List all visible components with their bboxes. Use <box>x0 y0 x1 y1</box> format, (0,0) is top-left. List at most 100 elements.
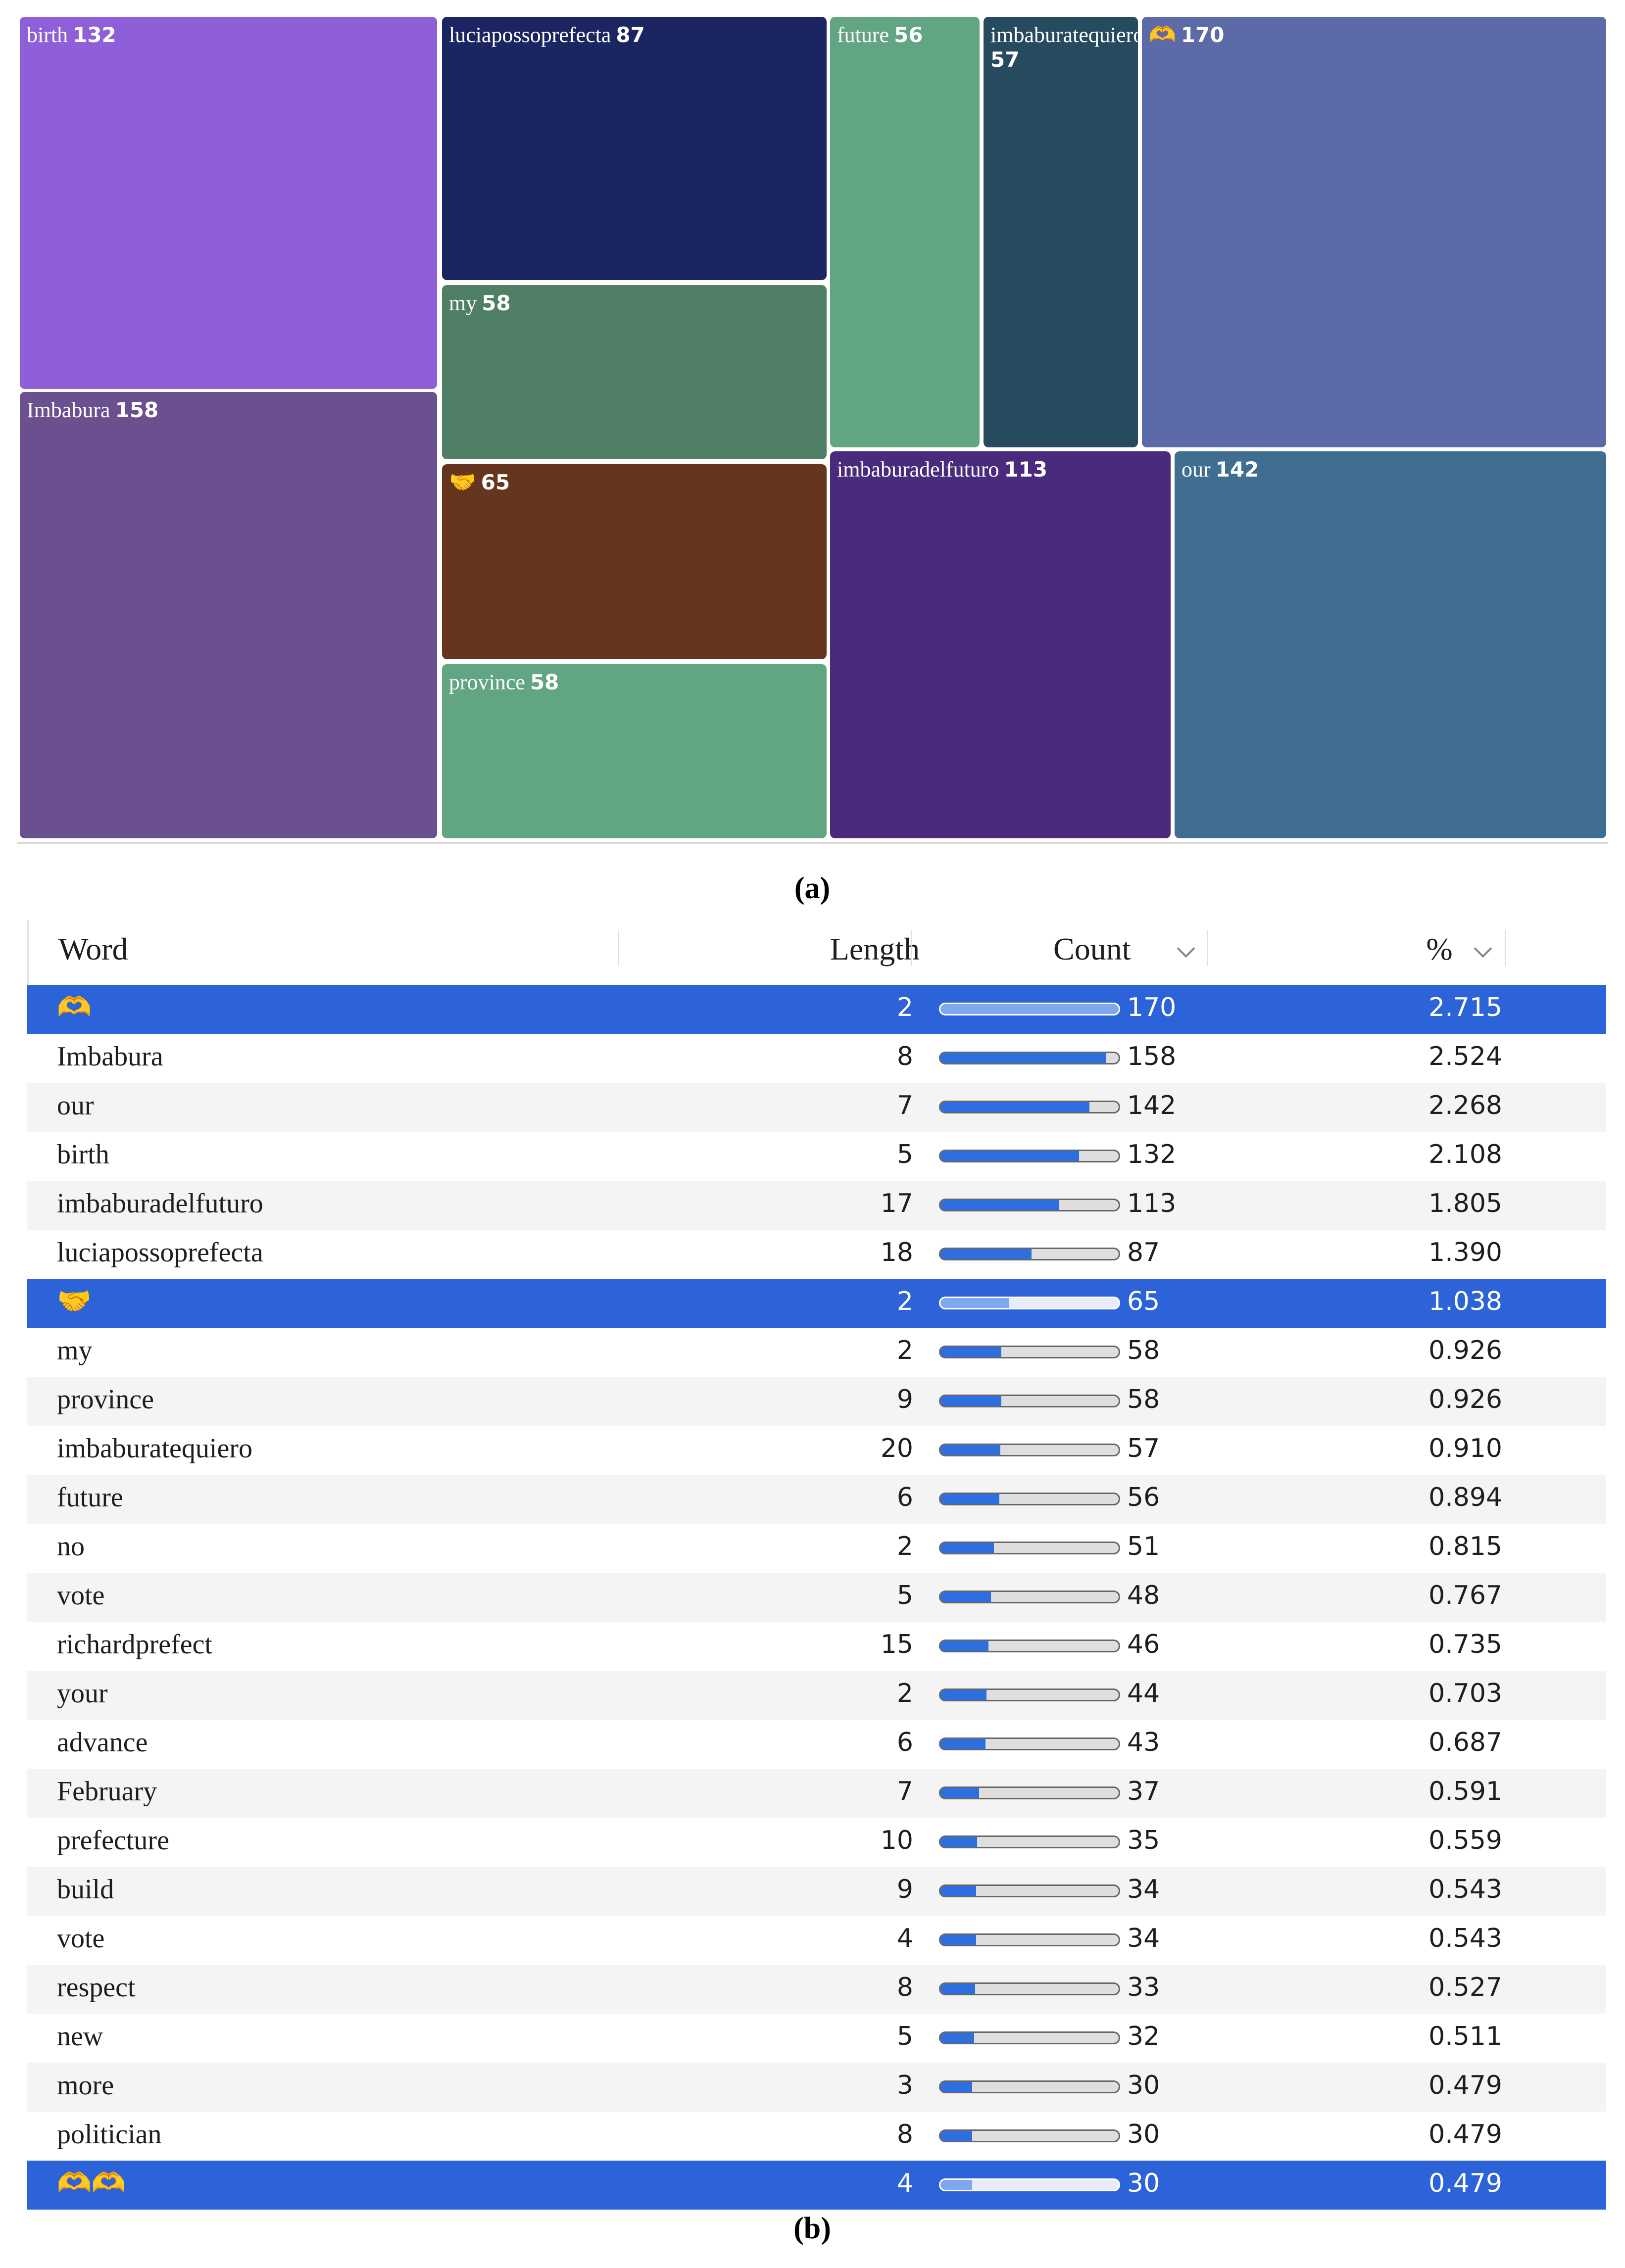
percent-cell: 0.735 <box>1428 1630 1502 1659</box>
count-cell: 170 <box>1127 993 1177 1022</box>
length-cell: 17 <box>880 1189 913 1218</box>
count-bar <box>939 1003 1120 1015</box>
length-cell: 18 <box>880 1238 913 1267</box>
column-header-count[interactable]: Count <box>1053 931 1131 966</box>
count-cell: 34 <box>1127 1875 1160 1904</box>
table-row[interactable]: no 2 51 0.815 <box>27 1524 1606 1573</box>
count-cell: 43 <box>1127 1728 1160 1757</box>
count-bar-fill <box>940 1053 1106 1063</box>
count-cell: 30 <box>1127 2169 1160 2198</box>
length-cell: 5 <box>896 2022 913 2051</box>
percent-cell: 0.543 <box>1428 1924 1502 1953</box>
column-separator[interactable] <box>1207 930 1208 966</box>
word-cell: politician <box>57 2119 162 2150</box>
count-bar <box>939 1493 1120 1505</box>
table-row[interactable]: imbaburatequiero 20 57 0.910 <box>27 1426 1606 1475</box>
word-cell: respect <box>57 1972 136 2003</box>
length-cell: 5 <box>896 1581 913 1610</box>
table-row[interactable]: birth 5 132 2.108 <box>27 1132 1606 1181</box>
percent-cell: 2.268 <box>1428 1091 1502 1120</box>
percent-cell: 0.910 <box>1428 1434 1502 1463</box>
chevron-down-icon[interactable] <box>1474 939 1492 958</box>
table-row[interactable]: future 6 56 0.894 <box>27 1475 1606 1524</box>
treemap-tile[interactable]: future 56 <box>830 17 980 447</box>
table-row[interactable]: 🤝 2 65 1.038 <box>27 1279 1606 1328</box>
treemap-tile[interactable]: 🤝 65 <box>442 464 827 659</box>
treemap-tile-value: 158 <box>115 398 159 422</box>
treemap-tile-value: 113 <box>1004 457 1048 482</box>
treemap-tile[interactable]: imbaburadelfuturo 113 <box>830 451 1171 838</box>
table-row[interactable]: prefecture 10 35 0.559 <box>27 1818 1606 1867</box>
treemap-tile[interactable]: my 58 <box>442 285 827 459</box>
table-row[interactable]: imbaburadelfuturo 17 113 1.805 <box>27 1181 1606 1230</box>
word-treemap: birth 132 Imbabura 158 luciapossoprefecta 87 m… <box>0 0 1625 851</box>
column-separator[interactable] <box>1505 930 1506 966</box>
count-bar <box>939 1542 1120 1554</box>
count-cell: 30 <box>1127 2120 1160 2149</box>
count-bar-fill <box>940 1347 1001 1357</box>
column-header-word[interactable]: Word <box>58 931 128 966</box>
table-row[interactable]: 🫶 2 170 2.715 <box>27 985 1606 1034</box>
percent-cell: 2.524 <box>1428 1042 1502 1071</box>
table-row[interactable]: your 2 44 0.703 <box>27 1671 1606 1720</box>
table-header: Word Length Count % <box>27 920 1606 985</box>
treemap-tile[interactable]: imbaburatequiero 57 <box>984 17 1138 447</box>
count-bar <box>939 1248 1120 1260</box>
table-row[interactable]: respect 8 33 0.527 <box>27 1965 1606 2014</box>
percent-cell: 2.108 <box>1428 1140 1502 1169</box>
count-bar <box>939 1884 1120 1897</box>
sort-chevron-down-icon[interactable] <box>1177 939 1195 958</box>
count-bar-fill <box>940 1837 978 1847</box>
column-separator[interactable] <box>618 930 619 966</box>
treemap-tile-label: 🤝 <box>449 470 476 494</box>
column-separator[interactable] <box>911 930 912 966</box>
count-cell: 46 <box>1127 1630 1160 1659</box>
count-cell: 56 <box>1127 1483 1160 1512</box>
length-cell: 10 <box>880 1826 913 1855</box>
treemap-tile[interactable]: 🫶 170 <box>1142 17 1606 447</box>
count-bar-fill <box>940 2033 974 2043</box>
treemap-tile[interactable]: Imbabura 158 <box>20 392 437 838</box>
column-header-percent[interactable]: % <box>1426 931 1453 966</box>
table-row[interactable]: more 3 30 0.479 <box>27 2063 1606 2112</box>
table-row[interactable]: build 9 34 0.543 <box>27 1867 1606 1916</box>
length-cell: 4 <box>896 2169 913 2198</box>
percent-cell: 0.527 <box>1428 1973 1502 2002</box>
treemap-tile[interactable]: birth 132 <box>20 17 437 389</box>
word-cell: future <box>57 1482 123 1513</box>
count-bar-fill <box>940 1396 1001 1406</box>
table-row[interactable]: province 9 58 0.926 <box>27 1377 1606 1426</box>
table-row[interactable]: advance 6 43 0.687 <box>27 1720 1606 1769</box>
treemap-tile[interactable]: luciapossoprefecta 87 <box>442 17 827 280</box>
table-row[interactable]: February 7 37 0.591 <box>27 1769 1606 1818</box>
count-bar <box>939 1150 1120 1162</box>
treemap-tile[interactable]: our 142 <box>1175 451 1606 838</box>
treemap-tile-label: luciapossoprefecta <box>449 23 611 47</box>
table-row[interactable]: luciapossoprefecta 18 87 1.390 <box>27 1230 1606 1279</box>
table-row[interactable]: new 5 32 0.511 <box>27 2014 1606 2063</box>
treemap-tile-value: 170 <box>1181 23 1225 47</box>
treemap-tile[interactable]: province 58 <box>442 664 827 838</box>
treemap-tile-label: our <box>1182 457 1211 482</box>
treemap-tile-value: 58 <box>530 670 559 694</box>
word-cell: imbaburatequiero <box>57 1433 252 1464</box>
table-row[interactable]: my 2 58 0.926 <box>27 1328 1606 1377</box>
table-row[interactable]: vote 5 48 0.767 <box>27 1573 1606 1622</box>
table-row[interactable]: our 7 142 2.268 <box>27 1083 1606 1132</box>
length-cell: 8 <box>896 1973 913 2002</box>
column-header-length[interactable]: Length <box>830 931 920 966</box>
length-cell: 2 <box>896 1287 913 1316</box>
percent-cell: 0.767 <box>1428 1581 1502 1610</box>
table-row[interactable]: vote 4 34 0.543 <box>27 1916 1606 1965</box>
count-bar <box>939 1444 1120 1456</box>
table-row[interactable]: 🫶🫶 4 30 0.479 <box>27 2161 1606 2210</box>
table-row[interactable]: Imbabura 8 158 2.524 <box>27 1034 1606 1083</box>
count-bar-fill <box>940 1543 994 1553</box>
treemap-tile-label: future <box>837 23 889 47</box>
table-row[interactable]: politician 8 30 0.479 <box>27 2112 1606 2161</box>
count-bar-fill <box>940 1102 1089 1112</box>
table-body: 🫶 2 170 2.715 Imbabura 8 158 2.524 our 7 142 2.268 b… <box>27 985 1606 2210</box>
table-row[interactable]: richardprefect 15 46 0.735 <box>27 1622 1606 1671</box>
word-cell: vote <box>57 1923 105 1954</box>
percent-cell: 2.715 <box>1428 993 1502 1022</box>
